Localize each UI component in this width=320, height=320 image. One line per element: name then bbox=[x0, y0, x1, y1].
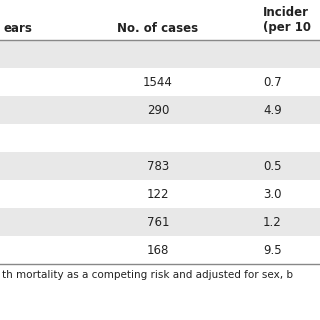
Text: 3.0: 3.0 bbox=[263, 188, 282, 201]
Text: 1.2: 1.2 bbox=[263, 215, 282, 228]
Bar bbox=[0, 236, 320, 264]
Text: Incider: Incider bbox=[263, 6, 309, 20]
Text: 1544: 1544 bbox=[143, 76, 173, 89]
Text: (per 10: (per 10 bbox=[263, 21, 311, 35]
Bar bbox=[0, 180, 320, 208]
Text: ears: ears bbox=[3, 21, 32, 35]
Bar bbox=[0, 124, 320, 152]
Text: 0.5: 0.5 bbox=[263, 159, 282, 172]
Text: 4.9: 4.9 bbox=[263, 103, 282, 116]
Text: No. of cases: No. of cases bbox=[117, 21, 199, 35]
Bar bbox=[0, 152, 320, 180]
Bar bbox=[0, 40, 320, 68]
Text: 122: 122 bbox=[147, 188, 169, 201]
Text: 783: 783 bbox=[147, 159, 169, 172]
Bar bbox=[0, 208, 320, 236]
Text: 168: 168 bbox=[147, 244, 169, 257]
Text: th mortality as a competing risk and adjusted for sex, b: th mortality as a competing risk and adj… bbox=[2, 270, 293, 280]
Text: 290: 290 bbox=[147, 103, 169, 116]
Bar bbox=[0, 68, 320, 96]
Text: 9.5: 9.5 bbox=[263, 244, 282, 257]
Bar bbox=[0, 96, 320, 124]
Text: 0.7: 0.7 bbox=[263, 76, 282, 89]
Text: 761: 761 bbox=[147, 215, 169, 228]
